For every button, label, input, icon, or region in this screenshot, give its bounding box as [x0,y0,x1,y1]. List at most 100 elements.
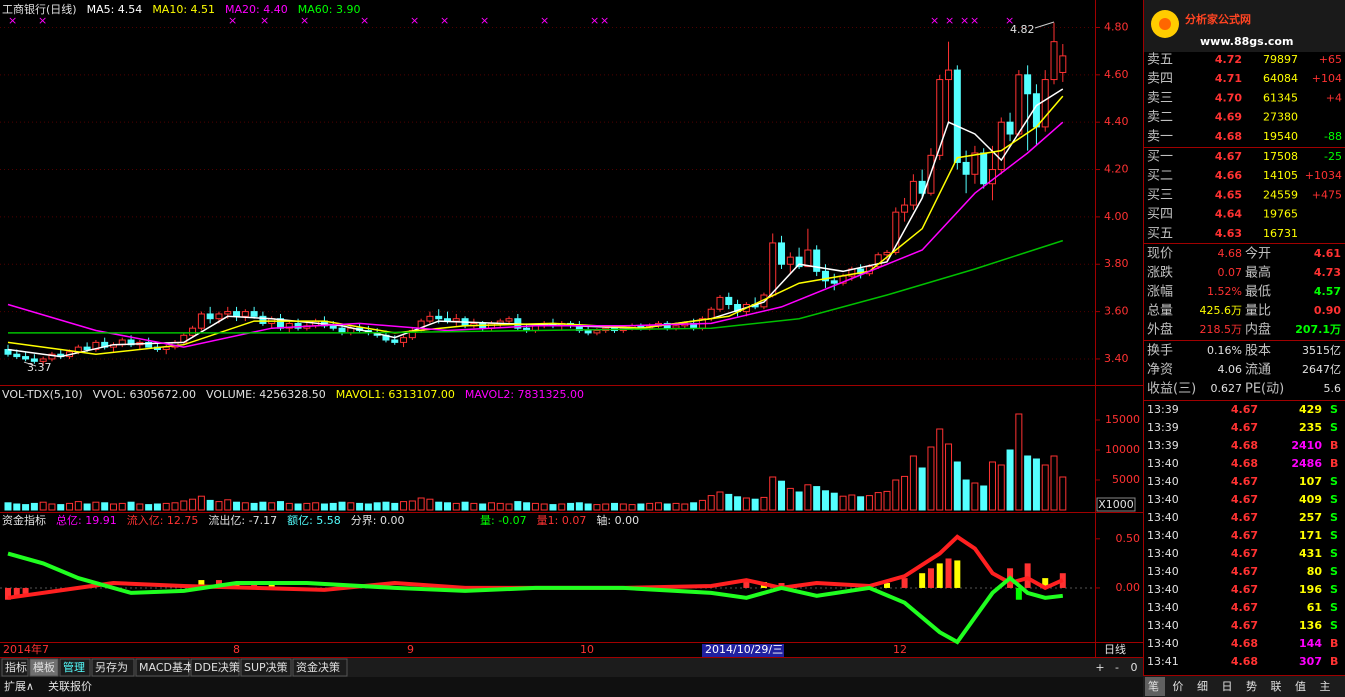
toolbar-tab-label: 另存为 [95,660,128,674]
high-label: 4.82 [1010,23,1035,36]
fund-bar [1015,587,1022,600]
book-price: 4.63 [1215,227,1242,240]
volume-bar [918,467,926,511]
fund-bar [945,558,952,588]
volume-bar [206,499,214,511]
date-label: 2014/10/29/三 [705,643,783,656]
volume-bar [646,502,654,511]
logo-title: 分析家公式网 [1185,12,1251,26]
date-label: 8 [233,643,240,656]
volume-bar [312,502,320,511]
volume-bar [945,443,953,511]
side-tab[interactable]: 细 [1197,680,1208,693]
tick-volume: 409 [1299,493,1322,506]
volume-bar [382,501,390,511]
date-cursor-bg [702,644,784,657]
volume-bar [479,503,487,511]
signal-marker: × [930,14,939,27]
tick-side: S [1330,583,1338,596]
side-tab[interactable]: 主 [1320,680,1331,693]
tick-time: 13:40 [1147,637,1179,650]
tick-side: B [1330,457,1338,470]
quote-label: 最低 [1245,285,1271,300]
volume-bar [364,503,372,511]
candle-body [593,330,601,334]
toolbar-tab[interactable] [240,658,292,677]
volume-bar [408,500,416,511]
toolbar-tab[interactable] [29,658,59,677]
volume-bar [259,501,267,511]
candle-body [945,69,953,81]
toolbar-tab[interactable] [190,658,240,677]
toolbar-tab[interactable] [91,658,135,677]
tick-price: 4.68 [1231,655,1258,668]
toolbar-tab[interactable] [135,658,190,677]
volume-bar [373,502,381,511]
volume-bar [514,501,522,511]
tick-price: 4.68 [1231,637,1258,650]
fund-header2: 轴: 0.00 [596,513,639,527]
fund-bar [954,560,961,588]
volume-bar [13,503,21,511]
signal-marker: × [260,14,269,27]
unit-label: X1000 [1098,498,1134,511]
y-tick-label: 4.00 [1104,210,1129,223]
volume-bar [742,497,750,511]
volume-bar [57,504,65,511]
book-price: 4.71 [1215,72,1242,85]
side-tab[interactable]: 价 [1173,680,1184,693]
y-tick-label: 4.60 [1104,68,1129,81]
candle-body [909,180,917,206]
volume-bar [619,503,627,511]
volume-bar [452,502,460,511]
volume-bar [1024,455,1032,511]
volume-bar [127,501,135,511]
volume-bar [189,498,197,511]
volume-bar [294,503,302,511]
volume-bar [584,503,592,511]
info-value: 5.6 [1324,382,1342,395]
quote-label: 量比 [1245,304,1271,319]
side-tab[interactable]: 势 [1246,680,1257,693]
tick-side: S [1330,565,1338,578]
volume-bar [531,502,539,511]
side-tab[interactable]: 笔 [1148,679,1159,693]
side-tab[interactable]: 值 [1295,680,1306,693]
side-tab[interactable]: 联 [1271,680,1282,693]
date-label: 10 [580,643,594,656]
candle-body [725,296,733,305]
signal-marker: × [360,14,369,27]
volume-bar [883,490,891,511]
ma-header-row: 工商银行(日线) MA5: 4.54 MA10: 4.51 MA20: 4.40 MA6… [2,2,360,16]
tick-price: 4.68 [1231,457,1258,470]
side-tab[interactable]: 日 [1222,680,1233,693]
book-label: 买三 [1147,188,1173,203]
toolbar-tab[interactable] [59,658,91,677]
tick-price: 4.68 [1231,439,1258,452]
toolbar-control: 0 [1131,661,1138,674]
candle-body [48,353,56,360]
signal-marker: × [945,14,954,27]
book-label: 买二 [1147,169,1173,184]
toolbar-tab-label: 管理 [63,660,85,674]
toolbar-tab[interactable] [1,658,29,677]
fund-header2: 量: -0.07 [480,514,527,527]
volume-bar [663,503,671,511]
toolbar-tab[interactable] [292,658,348,677]
quote-value: 4.61 [1314,247,1341,260]
book-volume: 27380 [1263,111,1298,124]
volume-bar [821,490,829,511]
volume-bar [795,491,803,511]
tick-side: S [1330,403,1338,416]
volume-bar [224,499,232,511]
ma-line [8,239,1064,334]
tick-price: 4.67 [1231,619,1258,632]
info-value: 2647亿 [1302,363,1341,376]
volume-bar [320,503,328,511]
signal-marker: × [8,14,17,27]
date-label: 12 [893,643,907,656]
tick-volume: 2410 [1291,439,1322,452]
y-tick-label: 3.40 [1104,352,1129,365]
volume-bar [329,502,337,511]
volume-bar [874,492,882,511]
